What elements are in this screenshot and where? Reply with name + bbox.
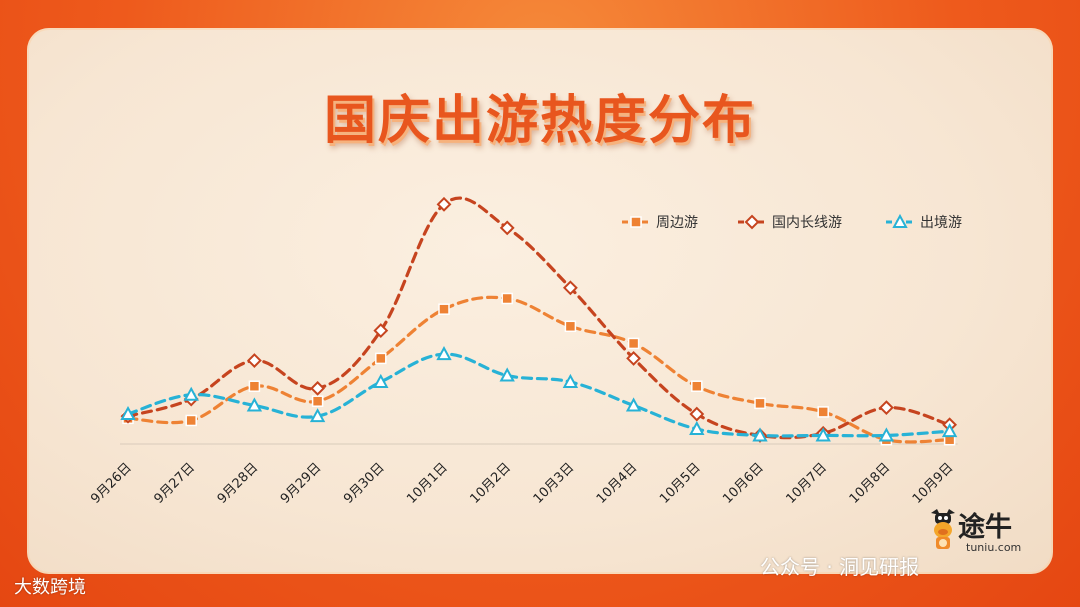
data-point-2-1	[183, 386, 199, 401]
x-tick-label: 10月2日	[467, 460, 514, 507]
chart-card	[27, 28, 1053, 574]
data-point-2-3	[309, 408, 326, 423]
tuniu-brand: 途牛 tuniu.com	[928, 505, 1038, 555]
data-point-2-10	[752, 427, 768, 442]
data-point-2-6	[499, 367, 515, 382]
series-0	[122, 292, 956, 446]
corner-watermark: 大数跨境	[14, 577, 86, 598]
data-point-1-12	[878, 400, 894, 416]
x-tick-label: 9月26日	[88, 460, 135, 507]
data-point-0-1	[185, 414, 197, 427]
data-point-2-7	[562, 373, 579, 388]
x-tick-label: 10月6日	[720, 460, 767, 507]
data-point-1-6	[499, 220, 515, 236]
data-point-0-11	[817, 406, 829, 418]
x-tick-label: 9月29日	[278, 460, 325, 507]
data-point-2-2	[246, 397, 263, 412]
data-point-1-8	[626, 350, 642, 366]
x-tick-label: 10月3日	[531, 460, 578, 507]
data-point-2-4	[373, 373, 389, 388]
data-point-1-7	[562, 280, 578, 296]
x-tick-label: 10月1日	[404, 460, 451, 507]
data-point-0-2	[248, 380, 261, 392]
legend-label: 出境游	[920, 215, 962, 231]
x-tick-label: 9月28日	[215, 460, 262, 507]
legend-item-1: 国内长线游	[738, 214, 842, 231]
series-line-1	[126, 196, 952, 440]
data-point-1-4	[373, 323, 389, 338]
x-tick-label: 10月5日	[657, 460, 704, 507]
data-point-0-6	[501, 292, 513, 305]
wechat-watermark: 公众号 · 洞见研报	[760, 555, 920, 579]
cow-mascot-icon	[931, 509, 955, 549]
x-tick-label: 9月27日	[151, 460, 198, 507]
data-point-2-5	[436, 346, 452, 361]
data-point-1-2	[246, 353, 262, 368]
data-point-0-3	[311, 395, 324, 407]
series-layer	[120, 196, 958, 446]
x-tick-label: 9月30日	[341, 460, 388, 507]
legend: 周边游 国内长线游 出境游	[622, 213, 962, 231]
x-tick-label: 10月4日	[594, 460, 641, 507]
data-point-1-9	[689, 406, 705, 422]
legend-swatch-marker	[892, 213, 908, 228]
legend-item-2: 出境游	[886, 213, 962, 231]
data-point-1-5	[436, 196, 452, 212]
x-tick-label: 10月8日	[847, 460, 894, 507]
legend-item-0: 周边游	[622, 215, 698, 231]
data-point-0-5	[438, 303, 450, 315]
legend-swatch-marker	[744, 214, 760, 230]
x-tick-label: 10月9日	[910, 460, 957, 507]
legend-label: 周边游	[656, 215, 698, 231]
x-axis-ticks: 9月26日 9月27日 9月28日 9月29日 9月30日 10月1日 10月2日 10月3日…	[88, 460, 956, 507]
series-2	[120, 346, 958, 442]
data-point-0-8	[627, 337, 640, 350]
chart-title: 国庆出游热度分布	[323, 91, 756, 151]
series-line-0	[126, 295, 952, 444]
data-point-0-4	[375, 352, 387, 365]
legend-label: 国内长线游	[772, 215, 842, 231]
data-point-0-9	[691, 380, 703, 392]
data-point-2-13	[941, 423, 958, 438]
x-tick-label: 10月7日	[783, 460, 830, 507]
brand-name: 途牛	[958, 512, 1012, 543]
series-line-2	[126, 352, 952, 438]
data-point-0-7	[564, 320, 577, 333]
data-point-1-3	[310, 380, 326, 396]
brand-url: tuniu.com	[966, 541, 1022, 554]
data-point-2-0	[120, 405, 136, 421]
legend-swatch-marker	[630, 216, 642, 228]
data-point-2-12	[878, 427, 895, 442]
data-point-2-9	[689, 420, 705, 436]
data-point-2-11	[815, 427, 831, 442]
data-point-0-10	[754, 397, 766, 410]
data-point-2-8	[625, 397, 642, 412]
